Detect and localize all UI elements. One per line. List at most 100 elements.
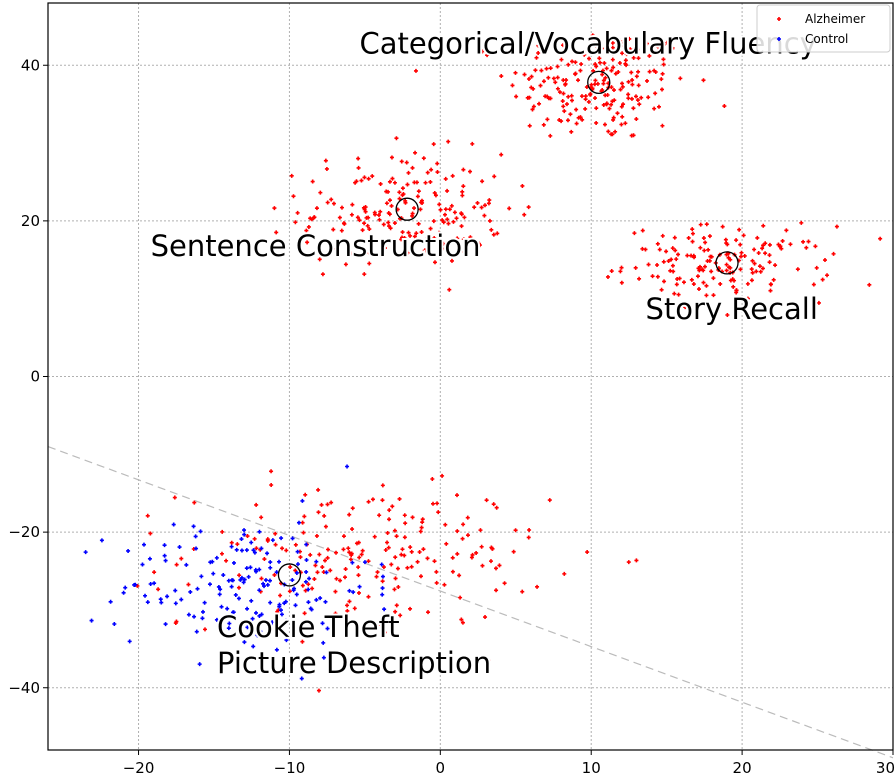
alzheimer-point [492, 174, 497, 179]
alzheimer-point [541, 79, 546, 84]
alzheimer-point [594, 120, 599, 125]
alzheimer-point [650, 274, 655, 279]
alzheimer-point [366, 559, 371, 564]
alzheimer-point [725, 312, 730, 317]
alzheimer-point [435, 170, 440, 175]
alzheimer-point [450, 569, 455, 574]
control-point [362, 560, 367, 565]
alzheimer-point [304, 228, 309, 233]
alzheimer-point [609, 85, 614, 90]
alzheimer-point [265, 538, 270, 543]
control-point [290, 578, 295, 583]
control-point [304, 558, 309, 563]
alzheimer-point [237, 573, 242, 578]
alzheimer-point [795, 267, 800, 272]
alzheimer-point [380, 579, 385, 584]
alzheimer-point [731, 284, 736, 289]
control-point [324, 570, 329, 575]
alzheimer-point [634, 558, 639, 563]
control-point [284, 638, 289, 643]
alzheimer-point [349, 251, 354, 256]
cluster-label: Sentence Construction [151, 229, 481, 263]
alzheimer-point [820, 277, 825, 282]
alzheimer-point [313, 563, 318, 568]
alzheimer-point [619, 104, 624, 109]
alzheimer-point [724, 262, 729, 267]
alzheimer-point [573, 72, 578, 77]
alzheimer-point [450, 555, 455, 560]
alzheimer-point [349, 551, 354, 556]
alzheimer-point [384, 189, 389, 194]
alzheimer-point [323, 558, 328, 563]
control-point [245, 625, 250, 630]
alzheimer-point [593, 96, 598, 101]
alzheimer-point [611, 88, 616, 93]
alzheimer-point [291, 194, 296, 199]
alzheimer-point [761, 243, 766, 248]
control-point [303, 579, 308, 584]
control-point [200, 616, 205, 621]
alzheimer-point [594, 43, 599, 48]
alzheimer-point [370, 174, 375, 179]
alzheimer-point [393, 609, 398, 614]
alzheimer-point [533, 68, 538, 73]
alzheimer-point [547, 498, 552, 503]
control-point [306, 587, 311, 592]
alzheimer-point [350, 506, 355, 511]
control-point [230, 610, 235, 615]
alzheimer-point [462, 215, 467, 220]
alzheimer-point [537, 101, 542, 106]
alzheimer-point [392, 221, 397, 226]
alzheimer-point [399, 159, 404, 164]
control-point [177, 545, 182, 550]
alzheimer-point [689, 277, 694, 282]
alzheimer-point [745, 281, 750, 286]
alzheimer-point [678, 76, 683, 81]
alzheimer-point [366, 499, 371, 504]
control-point [211, 571, 216, 576]
alzheimer-point [570, 59, 575, 64]
control-point [357, 584, 362, 589]
alzheimer-point [172, 495, 177, 500]
alzheimer-point [825, 273, 830, 278]
control-point [262, 584, 267, 589]
control-point [265, 551, 270, 556]
cluster-label: Categorical/Vocabulary Fluency [360, 27, 817, 61]
alzheimer-point [431, 219, 436, 224]
alzheimer-point [331, 201, 336, 206]
alzheimer-point [535, 584, 540, 589]
alzheimer-point [383, 548, 388, 553]
alzheimer-point [416, 189, 421, 194]
cluster-centroid-marker [277, 563, 302, 587]
alzheimer-point [390, 176, 395, 181]
alzheimer-point [377, 217, 382, 222]
alzheimer-point [568, 112, 573, 117]
control-point [179, 597, 184, 602]
alzheimer-point [520, 589, 525, 594]
alzheimer-point [431, 142, 436, 147]
alzheimer-point [689, 253, 694, 258]
alzheimer-point [425, 236, 430, 241]
alzheimer-point [370, 497, 375, 502]
control-point [236, 596, 241, 601]
alzheimer-point [565, 118, 570, 123]
alzheimer-point [579, 62, 584, 67]
alzheimer-point [574, 121, 579, 126]
control-point [221, 573, 226, 578]
alzheimer-point [389, 203, 394, 208]
control-point [304, 542, 309, 547]
alzheimer-point [404, 160, 409, 165]
alzheimer-point [635, 98, 640, 103]
alzheimer-point [623, 58, 628, 63]
alzheimer-point [235, 542, 240, 547]
alzheimer-point [325, 502, 330, 507]
alzheimer-point [609, 68, 614, 73]
alzheimer-point [145, 513, 150, 518]
alzheimer-point [527, 95, 532, 100]
alzheimer-point [685, 253, 690, 258]
alzheimer-point [662, 279, 667, 284]
alzheimer-point [318, 190, 323, 195]
alzheimer-point [526, 205, 531, 210]
alzheimer-point [355, 215, 360, 220]
control-point [158, 597, 163, 602]
